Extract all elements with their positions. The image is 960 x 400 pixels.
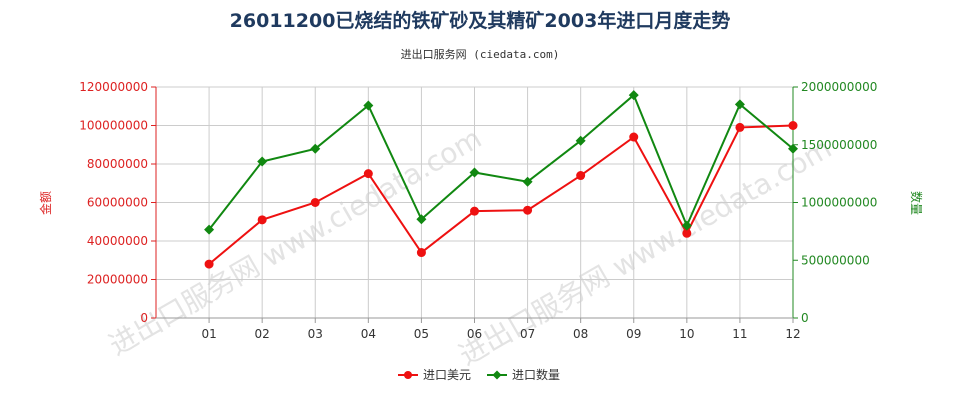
- y-right-tick-label: 1500000000: [801, 138, 877, 152]
- x-tick-label: 09: [626, 327, 641, 341]
- series-layer: [204, 90, 798, 269]
- data-point-quantity: [628, 90, 639, 101]
- x-tick-label: 10: [679, 327, 694, 341]
- data-point-value: [257, 215, 267, 225]
- watermark-text: 进出口服务网 www.ciedata.com: [103, 121, 487, 362]
- x-tick-label: 04: [361, 327, 376, 341]
- data-point-value: [523, 205, 533, 215]
- x-tick-label: 06: [467, 327, 482, 341]
- data-point-quantity: [522, 176, 533, 187]
- x-tick-label: 01: [201, 327, 216, 341]
- data-point-value: [310, 198, 320, 207]
- y-left-tick-label: 60000000: [87, 196, 148, 210]
- data-point-quantity: [257, 156, 268, 167]
- data-point-quantity: [734, 99, 745, 110]
- x-tick-label: 02: [255, 327, 270, 341]
- data-point-value: [629, 132, 639, 142]
- y-left-tick-label: 40000000: [87, 234, 148, 248]
- data-point-quantity: [788, 143, 798, 154]
- chart-subtitle: 进出口服务网 (ciedata.com): [401, 47, 560, 61]
- data-point-value: [363, 169, 373, 179]
- x-tick-label: 07: [520, 327, 535, 341]
- y-right-tick-label: 2000000000: [801, 80, 877, 94]
- y-right-tick-label: 500000000: [801, 253, 870, 267]
- y-left-tick-label: 120000000: [79, 80, 148, 94]
- data-point-value: [416, 248, 426, 258]
- watermark-text: 进出口服务网 www.ciedata.com: [453, 131, 837, 372]
- axes: 0 20000000 40000000 60000000 80000000 1000000…: [79, 80, 877, 341]
- data-point-quantity: [575, 135, 586, 146]
- legend-marker: [492, 370, 502, 380]
- data-point-value: [735, 122, 745, 132]
- y-left-tick-label: 20000000: [87, 273, 148, 287]
- data-point-quantity: [204, 224, 215, 235]
- data-point-value: [204, 259, 214, 269]
- legend-label: 进口美元: [423, 368, 471, 382]
- legend-marker: [404, 371, 412, 379]
- x-tick-label: 08: [573, 327, 588, 341]
- legend-label: 进口数量: [512, 367, 560, 382]
- series-line-value: [208, 124, 794, 265]
- x-tick-label: 12: [785, 327, 800, 341]
- data-point-value: [788, 121, 798, 130]
- chart-title: 26011200已烧结的铁矿砂及其精矿2003年进口月度走势: [230, 9, 731, 32]
- data-point-quantity: [469, 167, 480, 178]
- y-left-tick-label: 80000000: [87, 157, 148, 171]
- x-tick-label: 03: [308, 327, 323, 341]
- y-left-tick-label: 100000000: [79, 119, 148, 133]
- y-right-tick-label: 1000000000: [801, 196, 877, 210]
- series-line-quantity: [208, 93, 794, 231]
- x-tick-label: 11: [732, 327, 747, 341]
- data-point-value: [470, 206, 479, 216]
- data-point-quantity: [416, 214, 427, 225]
- y-right-tick-label: 0: [801, 311, 809, 325]
- data-point-quantity: [363, 100, 374, 111]
- data-point-quantity: [310, 143, 321, 154]
- data-point-quantity: [681, 220, 692, 231]
- y-axis-left-title: 金额: [38, 191, 53, 215]
- data-point-value: [576, 171, 586, 181]
- data-point-value: [682, 228, 692, 238]
- x-tick-label: 05: [414, 327, 429, 341]
- y-axis-right-title: 数量: [909, 191, 924, 215]
- y-left-tick-label: 0: [140, 311, 148, 325]
- legend: 进口美元 进口数量: [398, 367, 560, 382]
